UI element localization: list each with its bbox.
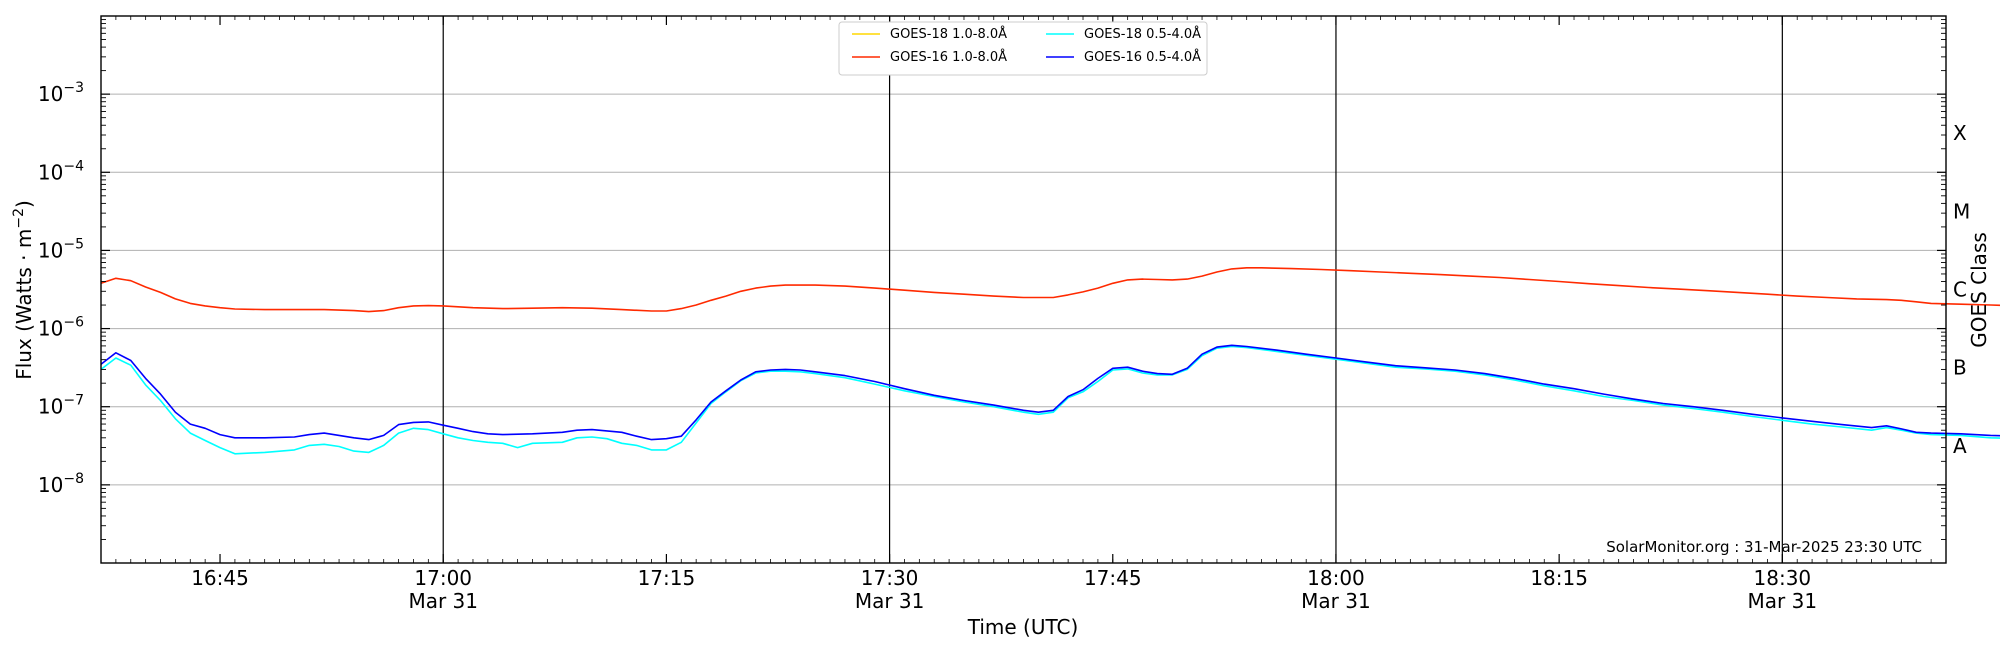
- x-tick-date-label: Mar 31: [855, 589, 925, 613]
- y-tick-exponent: −8: [63, 471, 84, 487]
- x-tick-date-label: Mar 31: [408, 589, 478, 613]
- series-line-3: [100, 344, 2000, 441]
- y-tick-exponent: −4: [63, 158, 84, 174]
- goes-class-label: B: [1953, 356, 1967, 380]
- x-tick-label: 17:00: [414, 566, 472, 590]
- series-line-2: [100, 267, 2000, 313]
- y-tick-label: 10−6: [38, 315, 84, 341]
- x-tick-label: 17:30: [861, 566, 919, 590]
- legend-label: GOES-18 0.5-4.0Å: [1084, 26, 1201, 42]
- legend: GOES-18 1.0-8.0Å GOES-16 1.0-8.0Å GOES-18 …: [838, 21, 1208, 76]
- series-lines: [100, 267, 2000, 455]
- x-tick-label: 18:30: [1754, 566, 1812, 590]
- right-axis-title: GOES Class: [1967, 232, 1991, 348]
- goes-class-label: M: [1953, 199, 1970, 223]
- x-tick-date-label: Mar 31: [1301, 589, 1371, 613]
- goes-class-label: X: [1953, 121, 1967, 145]
- x-tick-label: 18:00: [1307, 566, 1365, 590]
- x-axis-title: Time (UTC): [967, 615, 1079, 639]
- x-tick-label: 17:15: [638, 566, 696, 590]
- x-tick-label: 17:45: [1084, 566, 1142, 590]
- x-tick-date-label: Mar 31: [1748, 589, 1818, 613]
- axis-ticks: [100, 16, 1947, 563]
- legend-label: GOES-16 1.0-8.0Å: [890, 49, 1007, 65]
- day-marker-lines: [442, 16, 1783, 563]
- legend-label: GOES-18 1.0-8.0Å: [890, 26, 1007, 42]
- series-line-1: [100, 345, 2000, 455]
- y-tick-exponent: −5: [63, 236, 84, 252]
- y-tick-exponent: −7: [63, 393, 84, 409]
- y-tick-label: 10−3: [38, 80, 84, 106]
- x-tick-label: 16:45: [191, 566, 249, 590]
- x-tick-label: 18:15: [1530, 566, 1588, 590]
- y-tick-exponent: −6: [63, 315, 84, 331]
- legend-label: GOES-16 0.5-4.0Å: [1084, 49, 1201, 65]
- y-axis-title: Flux (Watts · m−2): [11, 200, 36, 380]
- gridlines: [101, 93, 1946, 486]
- y-tick-exponent: −3: [63, 80, 84, 96]
- goes-class-label: A: [1953, 434, 1967, 458]
- legend-box: [838, 21, 1208, 76]
- goes-class-label: C: [1953, 278, 1967, 302]
- credit-text: SolarMonitor.org : 31-Mar-2025 23:30 UTC: [1606, 538, 1922, 556]
